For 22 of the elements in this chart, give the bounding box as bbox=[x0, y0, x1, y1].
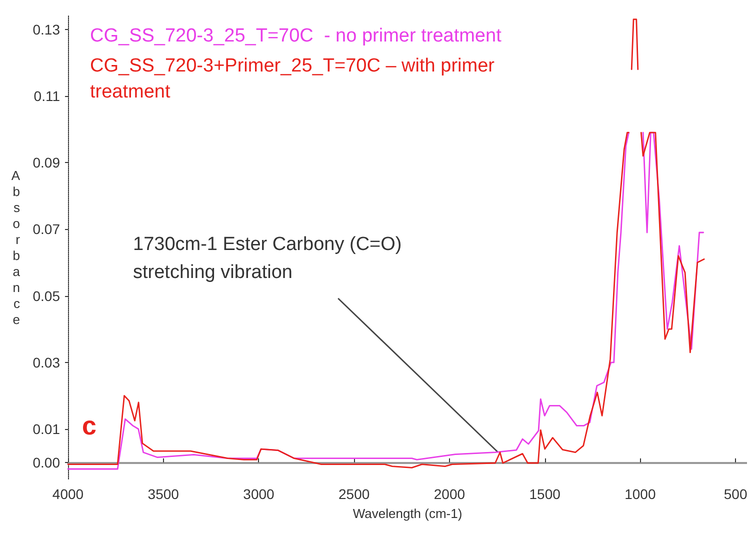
text: CG_SS_720-3+Primer_25_T=70C – with primer treatment bbox=[90, 56, 500, 102]
x-tick-label: 4000 bbox=[52, 486, 84, 502]
text: Absorbance bbox=[11, 168, 20, 327]
y-tick-label: 0.13 bbox=[32, 21, 60, 38]
x-axis-title: Wavelength (cm-1) bbox=[352, 506, 462, 521]
x-tick-label: 1000 bbox=[624, 486, 656, 502]
y-tick-label: 0.11 bbox=[34, 88, 60, 104]
x-tick-label: 3000 bbox=[243, 486, 275, 502]
y-tick-label: 0.05 bbox=[32, 288, 60, 304]
y-tick-label: 0.01 bbox=[32, 421, 60, 438]
text: CG_SS_720-3_25_T=70C - no primer treatment bbox=[90, 26, 502, 46]
x-tick-label: 3500 bbox=[148, 486, 180, 502]
annotation: 1730cm-1 Ester Carbony (C=O) stretching vibration bbox=[133, 234, 408, 283]
y-tick-label: 0.00 bbox=[32, 454, 60, 470]
y-tick-label: 0.07 bbox=[32, 221, 60, 238]
y-tick-label: 0.09 bbox=[32, 154, 60, 171]
y-tick-label: 0.03 bbox=[32, 354, 60, 370]
x-tick-label: 2000 bbox=[434, 486, 466, 502]
x-tick-label: 2500 bbox=[338, 486, 370, 502]
x-tick-label: 500 bbox=[724, 486, 748, 502]
x-tick-label: 1500 bbox=[529, 486, 561, 502]
annotation: c bbox=[82, 410, 96, 440]
